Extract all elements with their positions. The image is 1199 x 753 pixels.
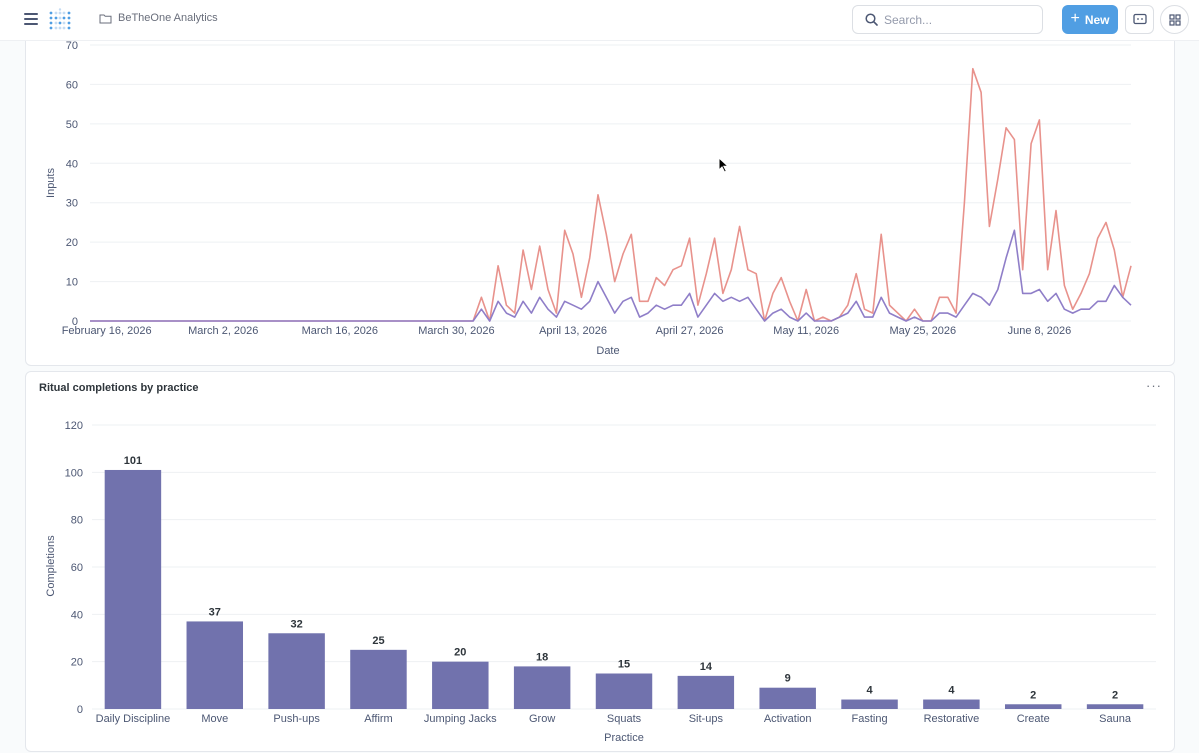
- bar-data-label: 101: [124, 455, 142, 467]
- x-tick-label: April 27, 2026: [656, 325, 724, 337]
- x-tick-label: Grow: [529, 713, 555, 725]
- series-line-2[interactable]: [90, 229, 1132, 322]
- bar[interactable]: [104, 469, 162, 709]
- bar-data-label: 18: [536, 651, 548, 663]
- bar-data-label: 20: [454, 647, 466, 659]
- x-tick-label: May 25, 2026: [889, 325, 956, 337]
- bar-data-label: 15: [618, 659, 630, 671]
- x-tick-label: Push-ups: [273, 713, 320, 725]
- bar[interactable]: [268, 633, 325, 709]
- x-tick-label: Daily Discipline: [96, 713, 171, 725]
- x-tick-label: Sit-ups: [689, 713, 724, 725]
- x-tick-label: February 16, 2026: [62, 325, 152, 337]
- x-tick-label: Fasting: [851, 713, 887, 725]
- y-axis-label: Completions: [45, 535, 57, 597]
- x-tick-label: March 16, 2026: [302, 325, 378, 337]
- y-tick-label: 20: [66, 237, 78, 249]
- new-button-label: New: [1084, 12, 1110, 27]
- series-line-1[interactable]: [90, 67, 1132, 322]
- bar[interactable]: [1004, 704, 1062, 709]
- x-tick-label: Create: [1017, 713, 1050, 725]
- bar[interactable]: [759, 687, 816, 709]
- bar-data-label: 2: [1112, 689, 1118, 701]
- y-tick-label: 20: [71, 657, 83, 669]
- x-axis-label: Date: [596, 345, 619, 357]
- y-tick-label: 30: [66, 198, 78, 210]
- x-axis-label: Practice: [604, 732, 644, 744]
- x-tick-label: Sauna: [1099, 713, 1132, 725]
- x-tick-label: June 8, 2026: [1008, 325, 1072, 337]
- bar-data-label: 9: [785, 673, 791, 685]
- inputs-line-chart: 0 10 20 30 40 50 60 70 February 16, 2026 March 2…: [45, 40, 1132, 357]
- bar[interactable]: [350, 649, 407, 709]
- bar[interactable]: [841, 699, 898, 709]
- x-tick-label: Move: [201, 713, 228, 725]
- completions-bar-chart: 0 20 40 60 80 100 120 Daily Discipline Move Push…: [45, 420, 1156, 744]
- top-navigation-bar: BeTheOne Analytics + New: [0, 0, 1199, 41]
- search-box[interactable]: [852, 5, 1043, 34]
- x-tick-label: Activation: [764, 713, 812, 725]
- metabase-logo-icon[interactable]: [48, 8, 72, 32]
- y-tick-label: 80: [71, 515, 83, 527]
- y-tick-label: 120: [65, 420, 83, 432]
- x-tick-label: Jumping Jacks: [424, 713, 497, 725]
- search-input[interactable]: [884, 12, 1024, 27]
- new-button[interactable]: + New: [1062, 5, 1118, 34]
- y-axis-label: Inputs: [45, 168, 57, 198]
- plus-icon: +: [1070, 10, 1080, 27]
- bar-data-label: 4: [866, 685, 873, 697]
- card-menu-icon[interactable]: ···: [1146, 378, 1162, 393]
- bar[interactable]: [1086, 704, 1144, 709]
- y-tick-label: 0: [77, 704, 83, 716]
- mouse-cursor-icon: [718, 157, 730, 173]
- y-tick-label: 40: [66, 158, 78, 170]
- bar-data-label: 4: [948, 685, 955, 697]
- y-tick-label: 40: [71, 609, 83, 621]
- breadcrumb[interactable]: BeTheOne Analytics: [99, 12, 218, 24]
- y-tick-label: 100: [65, 467, 83, 479]
- x-tick-label: Squats: [607, 713, 642, 725]
- y-tick-label: 50: [66, 119, 78, 131]
- bar-data-label: 25: [372, 635, 384, 647]
- x-tick-label: March 30, 2026: [418, 325, 494, 337]
- sidebar-toggle-icon[interactable]: [24, 13, 38, 25]
- x-tick-label: April 13, 2026: [539, 325, 607, 337]
- search-icon: [865, 13, 878, 26]
- chat-bot-icon: [1132, 13, 1147, 25]
- ritual-completions-card: 0 20 40 60 80 100 120 Daily Discipline Move Push…: [25, 371, 1175, 752]
- x-tick-label: March 2, 2026: [188, 325, 258, 337]
- inputs-over-time-card: 0 10 20 30 40 50 60 70 February 16, 2026 March 2…: [25, 0, 1175, 366]
- bar[interactable]: [677, 675, 735, 709]
- metabot-button[interactable]: [1125, 5, 1154, 34]
- bar-data-label: 14: [700, 661, 713, 673]
- card-title[interactable]: Ritual completions by practice: [39, 382, 199, 394]
- bar[interactable]: [432, 661, 489, 709]
- bar[interactable]: [186, 621, 244, 709]
- x-tick-label: Restorative: [924, 713, 980, 725]
- bar-data-label: 37: [209, 606, 221, 618]
- y-tick-label: 10: [66, 277, 78, 289]
- bar[interactable]: [923, 699, 980, 709]
- breadcrumb-collection-name[interactable]: BeTheOne Analytics: [118, 12, 218, 24]
- y-tick-label: 70: [66, 40, 78, 52]
- x-tick-label: May 11, 2026: [773, 325, 839, 337]
- bar-data-label: 2: [1030, 689, 1036, 701]
- bar[interactable]: [513, 666, 571, 709]
- x-tick-label: Affirm: [364, 713, 393, 725]
- apps-button[interactable]: [1160, 5, 1189, 34]
- folder-icon: [99, 14, 112, 23]
- grid-icon: [1168, 13, 1181, 26]
- y-tick-label: 60: [66, 79, 78, 91]
- y-tick-label: 0: [72, 316, 78, 328]
- y-tick-label: 60: [71, 562, 83, 574]
- bar[interactable]: [595, 673, 653, 710]
- bar-data-label: 32: [290, 618, 302, 630]
